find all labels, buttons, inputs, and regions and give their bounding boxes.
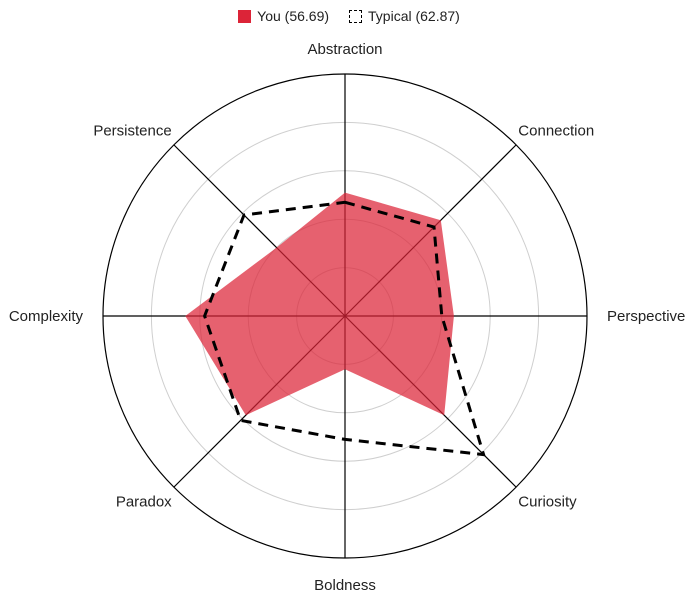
series-typical-line[interactable]: [203, 200, 486, 457]
axis-label-perspective: Perspective: [607, 308, 685, 325]
legend-item-typical[interactable]: Typical (62.87): [349, 8, 460, 24]
axis-labels: Abstraction Connection Perspective Curiosit…: [9, 41, 686, 594]
legend-item-you[interactable]: You (56.69): [238, 8, 329, 24]
axis-label-boldness: Boldness: [314, 577, 376, 594]
legend-swatch-you: [238, 9, 252, 23]
outer-ring: [102, 73, 588, 559]
legend: You (56.69) Typical (62.87): [0, 6, 698, 26]
axis-label-curiosity: Curiosity: [518, 493, 577, 510]
series-you-area[interactable]: [185, 192, 454, 416]
axis-label-abstraction: Abstraction: [307, 41, 382, 58]
radar-series: [185, 192, 486, 457]
axis-label-complexity: Complexity: [9, 308, 84, 325]
legend-swatch-typical: [349, 9, 363, 23]
legend-label-typical: Typical (62.87): [368, 8, 460, 24]
legend-label-you: You (56.69): [257, 8, 330, 24]
axis-label-persistence: Persistence: [93, 123, 171, 140]
axis-label-paradox: Paradox: [116, 493, 172, 510]
axis-label-connection: Connection: [518, 123, 594, 140]
